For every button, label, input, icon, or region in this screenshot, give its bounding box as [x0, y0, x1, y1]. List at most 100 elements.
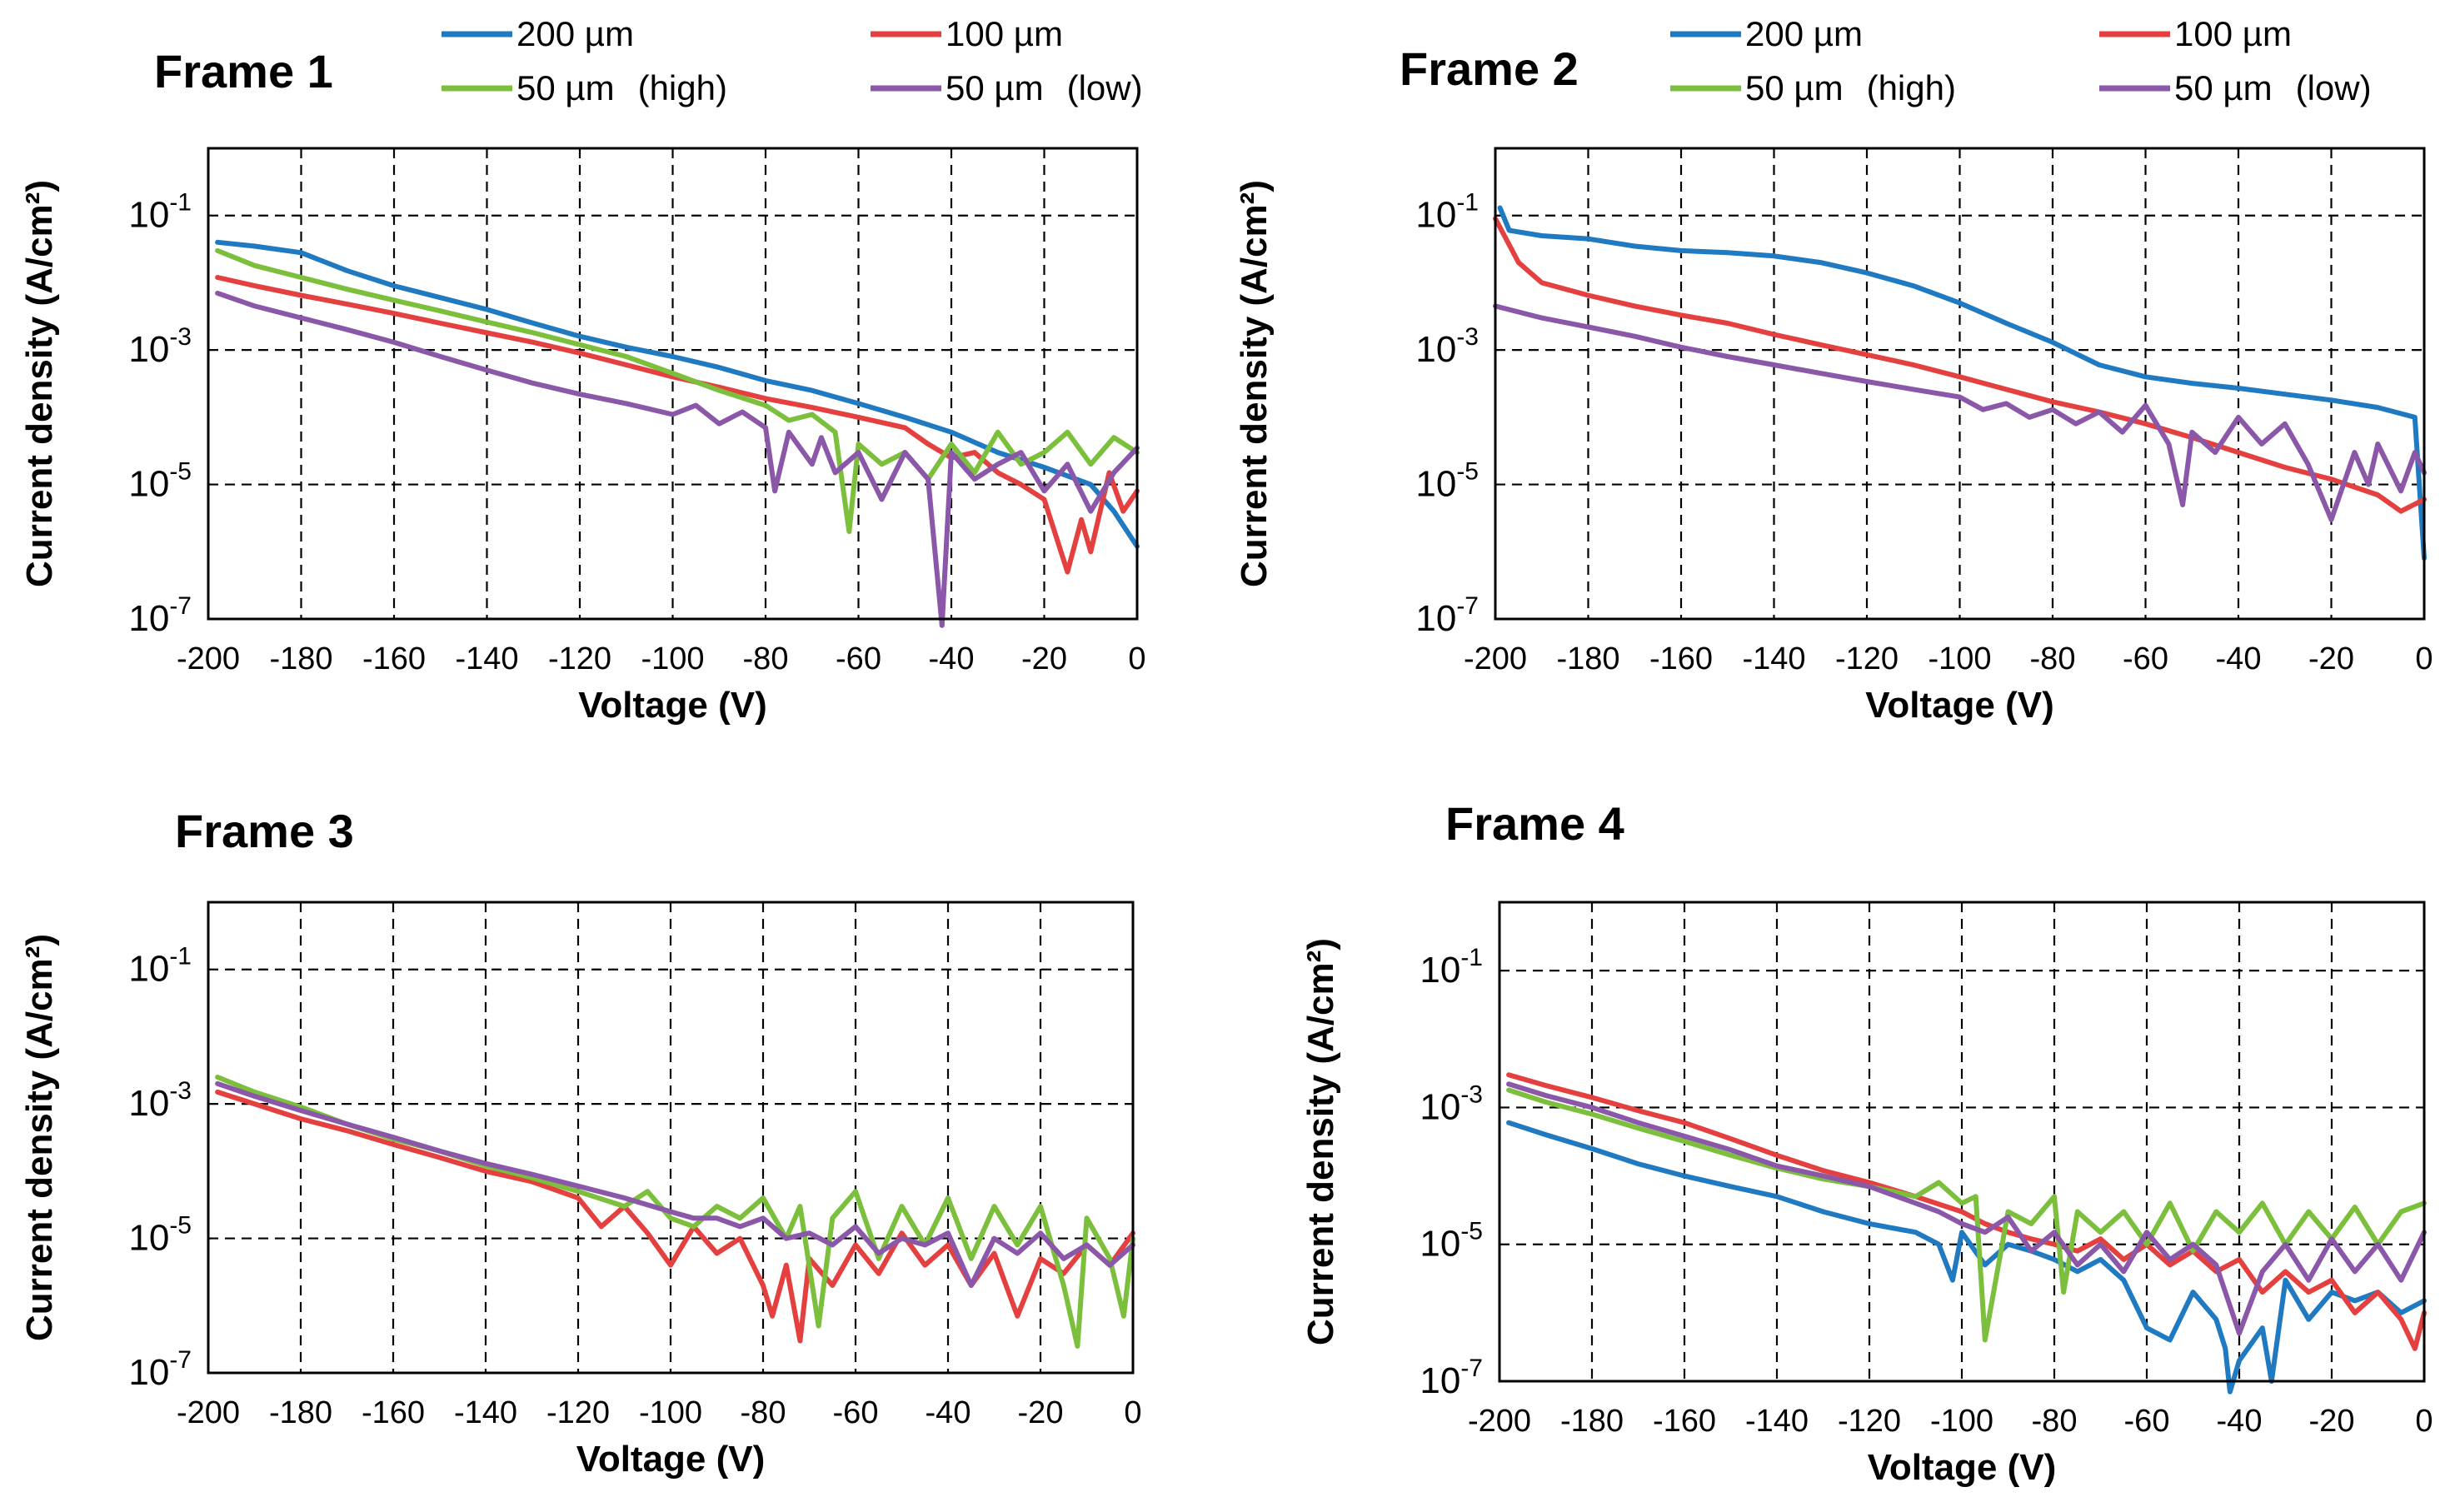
series-line	[1493, 303, 2427, 522]
chart-title: Frame 4	[1445, 797, 1624, 850]
series-line	[1506, 1120, 2427, 1395]
y-tick-label: 10-3	[1415, 323, 1479, 370]
x-tick-label: -160	[1649, 641, 1713, 676]
x-tick-label: -160	[1653, 1404, 1716, 1439]
series-line	[215, 275, 1140, 575]
y-tick-exponent: -3	[169, 323, 192, 351]
legend-label: 50 µm (high)	[516, 68, 727, 107]
y-tick-base: 10	[1420, 1360, 1460, 1401]
x-tick-label: -20	[1018, 1395, 1064, 1430]
x-tick-label: -80	[743, 641, 789, 676]
x-tick-label: 0	[2415, 1404, 2433, 1439]
plot-area	[1498, 901, 2426, 1383]
y-axis-label: Current density (A/cm²)	[1234, 180, 1275, 587]
y-tick-label: 10-7	[128, 592, 192, 639]
x-tick-label: -40	[2217, 1404, 2263, 1439]
series-line	[1506, 1072, 2427, 1351]
y-tick-label: 10-5	[1420, 1218, 1483, 1265]
x-tick-label: -180	[269, 1395, 332, 1430]
chart-title: Frame 2	[1400, 42, 1579, 95]
x-tick-label: -120	[1835, 641, 1899, 676]
x-tick-label: -40	[929, 641, 975, 676]
y-tick-exponent: -7	[1456, 592, 1479, 620]
x-tick-label: -140	[454, 1395, 517, 1430]
y-tick-base: 10	[1420, 1224, 1460, 1265]
y-tick-exponent: -5	[1460, 1218, 1483, 1245]
y-tick-label: 10-7	[1415, 592, 1479, 639]
series-line	[215, 1080, 1135, 1288]
x-tick-label: -200	[1468, 1404, 1531, 1439]
x-tick-label: -20	[1021, 641, 1067, 676]
y-tick-label: 10-7	[1420, 1355, 1483, 1401]
y-tick-label: 10-5	[128, 1212, 192, 1259]
x-tick-label: -120	[548, 641, 611, 676]
x-axis-label: Voltage (V)	[1865, 685, 2054, 726]
legend-series-name: 50 µm	[2174, 68, 2273, 107]
legend-label: 100 µm	[946, 14, 1063, 53]
legend-series-name: 200 µm	[516, 14, 634, 53]
y-tick-base: 10	[128, 1218, 169, 1259]
plot-area	[1494, 147, 2426, 621]
x-tick-label: -100	[1930, 1404, 1993, 1439]
y-tick-label: 10-3	[1420, 1080, 1483, 1127]
y-tick-base: 10	[128, 195, 169, 236]
x-tick-label: -160	[362, 641, 426, 676]
y-tick-label: 10-1	[128, 189, 192, 236]
x-tick-label: -20	[2308, 641, 2354, 676]
series-line	[1506, 1081, 2427, 1336]
x-tick-label: 0	[1128, 641, 1145, 676]
x-axis-label: Voltage (V)	[576, 1439, 766, 1480]
y-tick-label: 10-7	[128, 1346, 192, 1393]
x-tick-label: -100	[641, 641, 704, 676]
x-tick-label: -80	[741, 1395, 786, 1430]
x-tick-label: 0	[2415, 641, 2433, 676]
chart-frame-3: Frame 3-200 -180 -160 -140 -120 -100 -80 -60 -40…	[19, 805, 1142, 1480]
x-tick-label: -40	[2216, 641, 2262, 676]
legend-series-name: 100 µm	[2174, 14, 2292, 53]
y-tick-base: 10	[1420, 950, 1460, 991]
x-tick-label: -140	[1745, 1404, 1809, 1439]
legend-label: 200 µm	[1745, 14, 1863, 53]
y-tick-base: 10	[128, 598, 169, 639]
legend-series-qualifier: (low)	[1067, 68, 1143, 107]
y-axis-label: Current density (A/cm²)	[19, 934, 60, 1341]
y-tick-label: 10-3	[128, 1077, 192, 1124]
series-line	[1506, 1087, 2427, 1343]
x-tick-label: -60	[833, 1395, 879, 1430]
y-tick-label: 10-1	[128, 943, 192, 990]
x-tick-label: -180	[1560, 1404, 1624, 1439]
x-axis-label: Voltage (V)	[578, 685, 767, 726]
x-tick-label: -180	[1556, 641, 1619, 676]
legend: 200 µm 100 µm 50 µm (high) 50 µm (low)	[1670, 14, 2372, 107]
x-tick-label: -120	[546, 1395, 610, 1430]
chart-title: Frame 1	[154, 45, 333, 97]
y-tick-exponent: -3	[1460, 1080, 1483, 1108]
y-tick-base: 10	[1415, 329, 1456, 370]
y-tick-exponent: -1	[1460, 944, 1483, 971]
legend-series-qualifier: (high)	[1867, 68, 1956, 107]
x-tick-label: -160	[362, 1395, 425, 1430]
y-tick-label: 10-5	[128, 458, 192, 505]
legend-series-qualifier: (high)	[638, 68, 727, 107]
x-tick-label: -120	[1838, 1404, 1901, 1439]
series-line	[215, 247, 1140, 534]
x-tick-label: -140	[1742, 641, 1805, 676]
legend-label: 100 µm	[2174, 14, 2292, 53]
y-tick-exponent: -3	[169, 1077, 192, 1105]
y-tick-label: 10-5	[1415, 458, 1479, 505]
series-line	[1493, 216, 2427, 514]
legend-series-name: 50 µm	[946, 68, 1044, 107]
x-tick-label: -40	[926, 1395, 971, 1430]
y-tick-exponent: -5	[1456, 458, 1479, 486]
y-tick-base: 10	[128, 329, 169, 370]
series-line	[1497, 205, 2427, 561]
y-tick-exponent: -5	[169, 1212, 192, 1240]
plot-area	[207, 147, 1139, 621]
x-tick-label: -100	[1928, 641, 1991, 676]
legend-label: 50 µm (high)	[1745, 68, 1956, 107]
y-tick-label: 10-1	[1415, 189, 1479, 236]
legend-label: 200 µm	[516, 14, 634, 53]
y-tick-base: 10	[1420, 1086, 1460, 1127]
legend-series-name: 50 µm	[1745, 68, 1844, 107]
